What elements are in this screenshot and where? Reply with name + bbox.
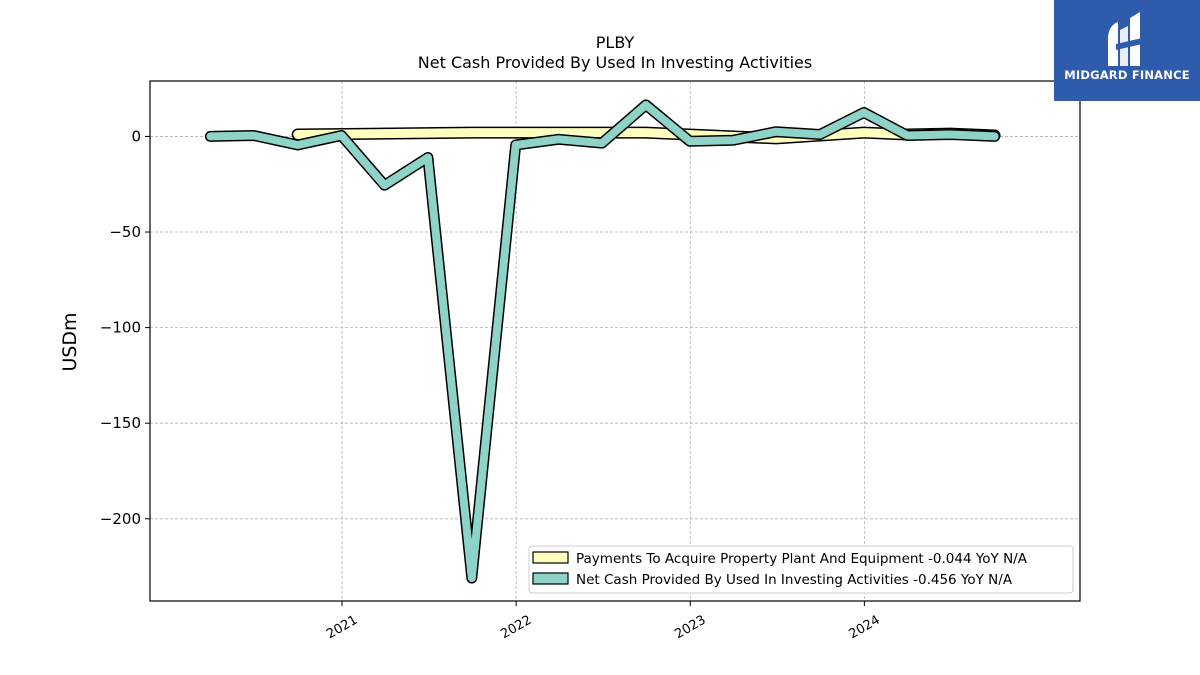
y-tick-label: −100 — [100, 319, 141, 337]
legend: Payments To Acquire Property Plant And E… — [528, 545, 1074, 594]
chart-title: PLBY — [596, 33, 635, 52]
x-axis: 2021 2022 2023 2024 — [324, 601, 883, 642]
legend-swatch-net-cash — [532, 572, 569, 585]
brand-name: MIDGARD FINANCE — [1064, 68, 1190, 82]
legend-box — [528, 545, 1074, 594]
midgard-logo-icon — [1108, 12, 1142, 66]
y-tick-label: −50 — [109, 223, 141, 241]
y-tick-label: 0 — [131, 127, 141, 145]
series-layer — [204, 99, 1001, 584]
series-line-outline — [204, 99, 1001, 584]
x-tick-label: 2023 — [672, 613, 708, 643]
y-tick-label: −150 — [100, 414, 141, 432]
plot-frame — [149, 80, 1081, 602]
x-tick-label: 2024 — [847, 613, 883, 643]
chart-subtitle: Net Cash Provided By Used In Investing A… — [418, 53, 812, 72]
grid-lines — [150, 81, 1080, 601]
legend-swatch-payments — [532, 551, 569, 564]
y-axis-label: USDm — [59, 312, 81, 371]
y-tick-label: −200 — [100, 510, 141, 528]
legend-label-payments: Payments To Acquire Property Plant And E… — [576, 551, 1028, 567]
legend-label-net-cash: Net Cash Provided By Used In Investing A… — [576, 572, 1013, 588]
brand-badge: MIDGARD FINANCE — [1054, 0, 1200, 101]
series-0 — [291, 126, 1001, 145]
y-axis: 0 −50 −100 −150 −200 — [100, 127, 150, 528]
series-line — [206, 100, 999, 583]
series-1 — [204, 99, 1001, 584]
x-tick-label: 2022 — [498, 613, 534, 643]
x-tick-label: 2021 — [324, 613, 360, 643]
